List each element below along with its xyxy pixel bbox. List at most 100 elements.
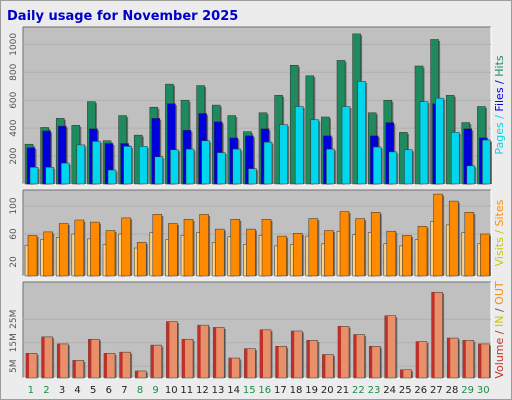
- bar-visits-day-7: [121, 217, 131, 277]
- bar-volume-in-day-26: [416, 341, 419, 378]
- bar-pages-day-15: [248, 168, 257, 185]
- bar-visits-day-14: [230, 219, 241, 277]
- bar-volume-in-day-11: [182, 339, 185, 378]
- bar-volume-in-day-12: [197, 325, 201, 378]
- day-label-12: 12: [196, 385, 209, 396]
- bar-volume-in-day-1: [26, 353, 29, 378]
- bar-pages-day-28: [450, 132, 460, 185]
- bar-pages-day-27: [435, 97, 444, 185]
- day-label-6: 6: [106, 385, 112, 396]
- legend-visits-sites: Visits / Sites: [493, 199, 506, 266]
- bar-visits-day-21: [339, 211, 350, 277]
- bar-visits-day-17: [277, 235, 287, 277]
- legend-entry-visits: Visits /: [493, 226, 506, 266]
- bar-visits-day-12: [199, 214, 209, 277]
- bar-pages-day-11: [185, 148, 195, 185]
- bar-visits-day-10: [168, 223, 178, 277]
- bar-visits-day-4: [74, 219, 85, 277]
- bar-volume-in-day-18: [291, 331, 295, 378]
- y-tick-label: 800: [9, 63, 19, 80]
- bar-volume-in-day-13: [213, 327, 217, 378]
- bar-pages-day-22: [357, 81, 366, 185]
- day-label-10: 10: [165, 385, 178, 396]
- y-tick-label: 400: [9, 119, 19, 136]
- bar-pages-day-17: [279, 124, 288, 185]
- bar-visits-day-18: [292, 233, 303, 277]
- legend-entry-out: OUT: [493, 281, 506, 305]
- legend-entry-hits: Hits: [493, 55, 506, 77]
- bar-visits-day-9: [152, 214, 163, 277]
- bar-volume-in-day-23: [369, 346, 373, 378]
- bar-volume-in-day-22: [353, 334, 357, 378]
- bar-volume-in-day-16: [260, 329, 263, 378]
- day-label-24: 24: [383, 385, 396, 396]
- bar-volume-in-day-19: [306, 340, 310, 378]
- bar-visits-day-8: [136, 242, 147, 277]
- day-label-16: 16: [258, 385, 271, 396]
- day-label-23: 23: [368, 385, 381, 396]
- bar-pages-day-19: [310, 119, 320, 185]
- bar-visits-day-22: [355, 218, 365, 277]
- day-label-30: 30: [477, 385, 490, 396]
- bar-visits-day-15: [246, 228, 256, 277]
- bar-visits-day-23: [370, 212, 381, 277]
- y-tick-label: 20: [9, 256, 19, 268]
- day-label-8: 8: [137, 385, 143, 396]
- bar-volume-in-day-8: [135, 370, 139, 378]
- bar-pages-day-10: [170, 149, 179, 185]
- day-label-26: 26: [414, 385, 427, 396]
- bar-volume-in-day-24: [384, 315, 388, 378]
- bar-visits-day-13: [214, 228, 225, 277]
- bar-volume-in-day-6: [104, 353, 107, 378]
- day-label-19: 19: [305, 385, 318, 396]
- day-label-22: 22: [352, 385, 365, 396]
- bar-pages-day-13: [216, 152, 226, 185]
- bar-pages-day-30: [482, 139, 491, 185]
- bar-volume-in-day-21: [338, 326, 341, 378]
- day-label-27: 27: [430, 385, 443, 396]
- legend-entry-pages: Pages /: [493, 112, 506, 155]
- bar-volume-in-day-4: [72, 360, 76, 378]
- bar-pages-day-20: [326, 148, 335, 185]
- day-label-5: 5: [90, 385, 96, 396]
- bar-pages-day-8: [138, 146, 148, 185]
- day-label-7: 7: [121, 385, 127, 396]
- bar-visits-day-26: [417, 226, 428, 277]
- day-label-13: 13: [212, 385, 225, 396]
- bar-pages-day-29: [466, 165, 476, 185]
- day-label-29: 29: [461, 385, 474, 396]
- bar-volume-in-day-17: [275, 346, 279, 378]
- day-label-15: 15: [243, 385, 256, 396]
- legend-entry-volume: Volume /: [493, 327, 506, 379]
- bar-pages-day-6: [107, 169, 117, 185]
- day-label-20: 20: [321, 385, 334, 396]
- bar-pages-day-26: [419, 101, 429, 185]
- bar-volume-in-day-30: [478, 343, 482, 378]
- plot-panel-3: [23, 282, 491, 378]
- bar-visits-day-20: [324, 230, 334, 277]
- bar-visits-day-25: [402, 235, 412, 277]
- bar-pages-day-24: [388, 151, 398, 185]
- y-tick-label: 25M: [9, 310, 19, 329]
- bar-pages-day-3: [60, 162, 70, 185]
- bar-visits-day-24: [386, 230, 397, 277]
- bar-pages-day-21: [341, 106, 351, 185]
- bar-pages-day-23: [372, 146, 382, 185]
- day-label-17: 17: [274, 385, 287, 396]
- bar-pages-day-7: [123, 146, 132, 185]
- bar-volume-in-day-2: [41, 336, 45, 378]
- legend-entry-: /: [493, 305, 506, 312]
- y-tick-label: 5M: [9, 360, 19, 374]
- y-tick-label: 1000: [9, 33, 19, 56]
- bar-visits-day-27: [433, 193, 443, 277]
- bar-pages-day-25: [404, 149, 413, 185]
- bar-visits-day-16: [261, 219, 272, 277]
- y-tick-label: 600: [9, 91, 19, 108]
- bar-visits-day-19: [308, 218, 319, 277]
- day-label-18: 18: [290, 385, 303, 396]
- legend-entry-in: IN: [493, 312, 506, 327]
- bar-volume-in-day-3: [57, 343, 61, 378]
- bar-volume-in-day-5: [88, 339, 92, 378]
- legend-entry-files: Files /: [493, 77, 506, 112]
